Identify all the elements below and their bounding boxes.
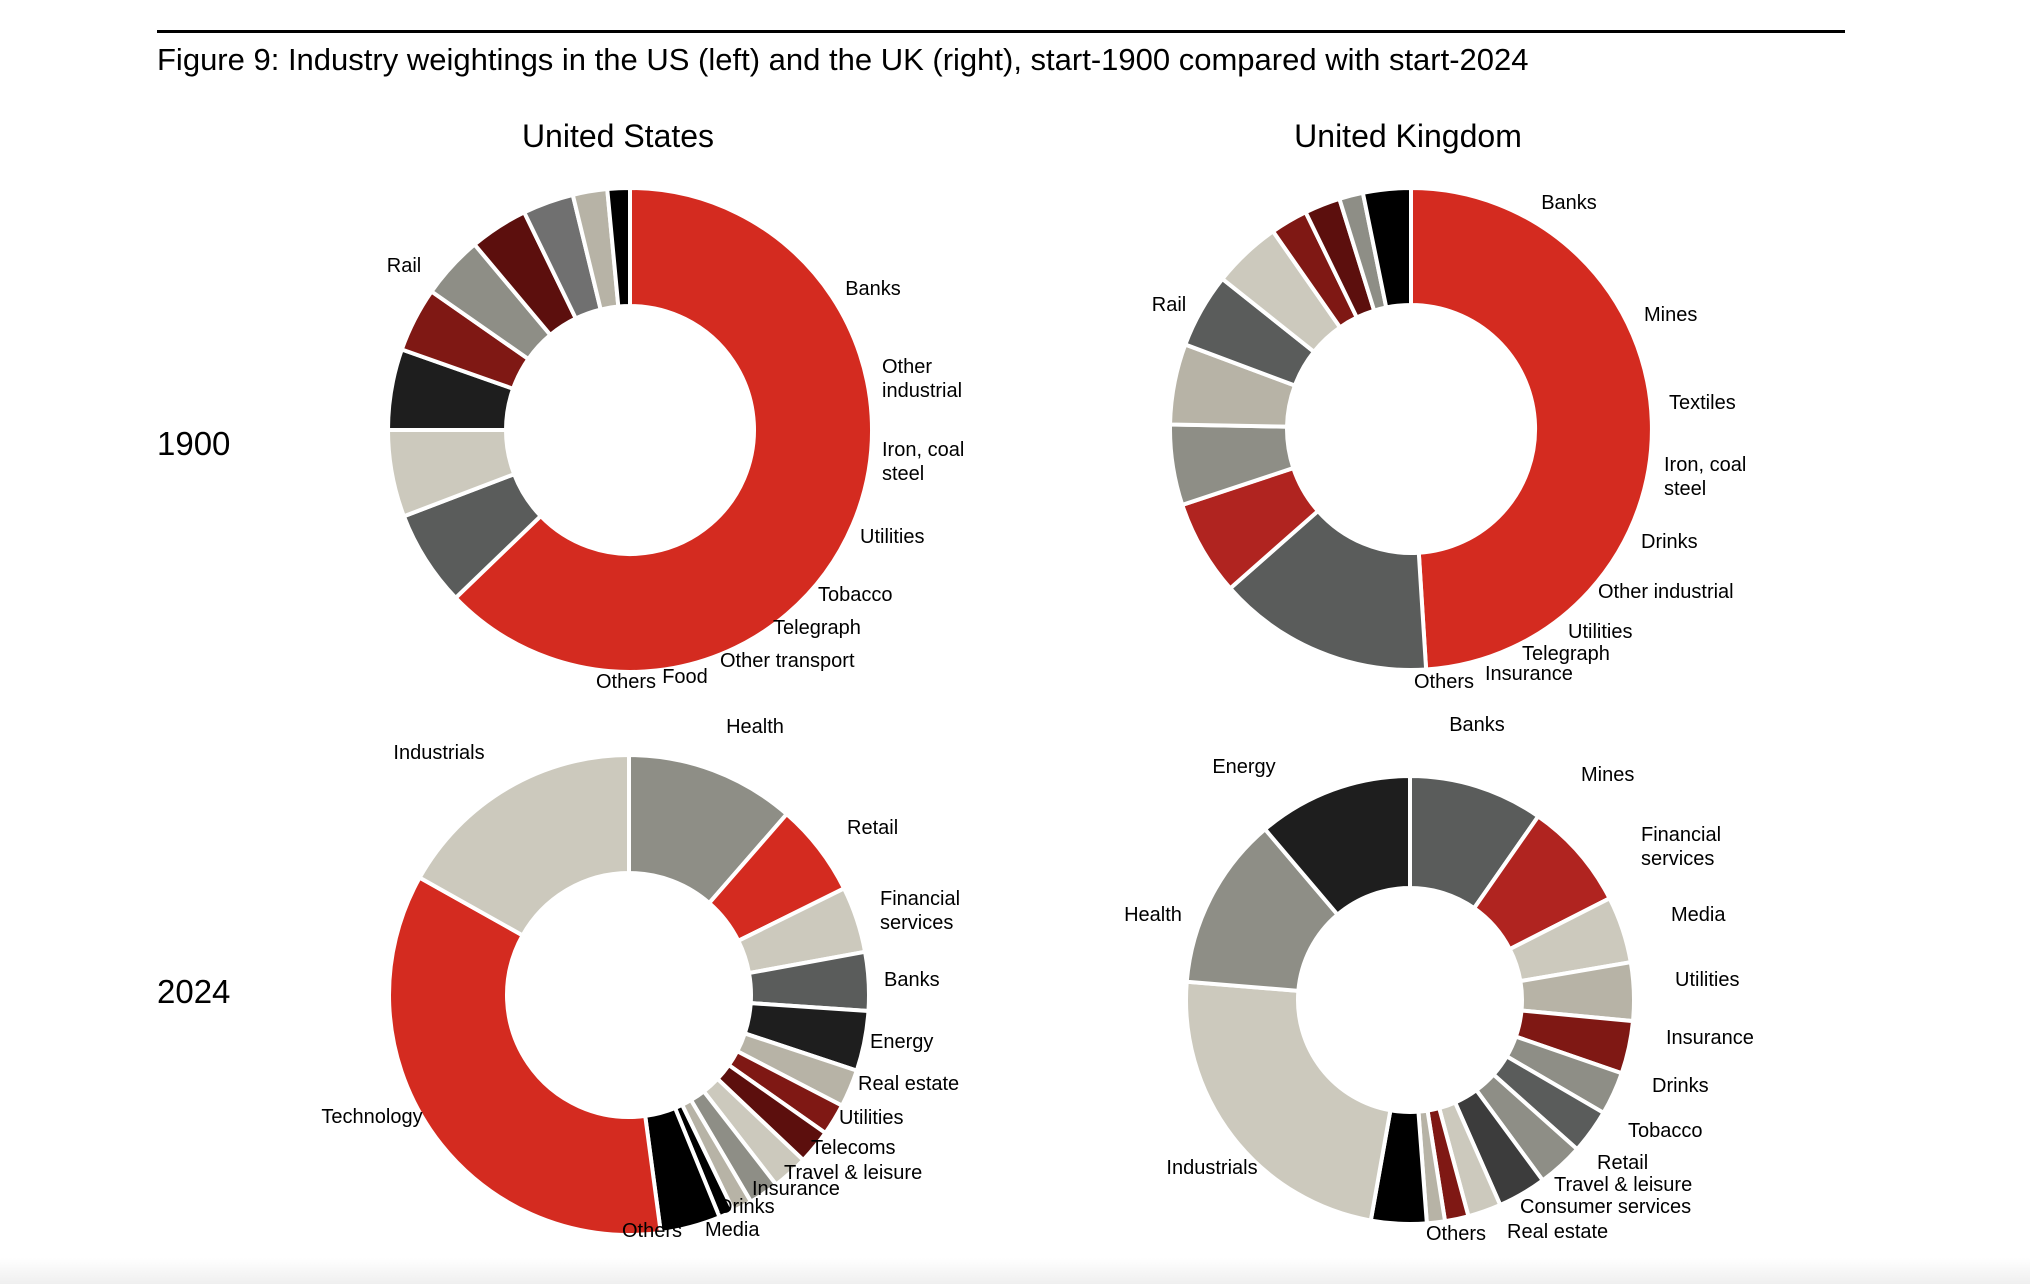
label-media: Media — [705, 1219, 760, 1241]
label-banks: Banks — [1449, 714, 1505, 736]
label-banks: Banks — [884, 969, 940, 991]
label-retail: Retail — [1597, 1152, 1648, 1174]
label-retail: Retail — [847, 817, 898, 839]
label-financial-services: Financial services — [880, 888, 960, 934]
label-iron-coal-steel: Iron, coal steel — [1664, 454, 1746, 500]
label-mines: Mines — [1644, 304, 1697, 326]
slice-others — [605, 185, 632, 309]
label-industrials: Industrials — [393, 742, 484, 764]
figure-title: Figure 9: Industry weightings in the US … — [157, 42, 1529, 77]
label-food: Food — [662, 666, 708, 688]
label-tobacco: Tobacco — [818, 584, 893, 606]
label-telegraph: Telegraph — [773, 617, 861, 639]
label-health: Health — [726, 716, 784, 738]
donut-united-states-2024: Health Retail Financial services Banks Energy… — [321, 716, 960, 1242]
label-telecoms: Telecoms — [811, 1137, 895, 1159]
slice-health — [1184, 826, 1341, 994]
label-drinks: Drinks — [1652, 1075, 1709, 1097]
label-tobacco: Tobacco — [1628, 1120, 1703, 1142]
label-telegraph: Telegraph — [1522, 643, 1610, 665]
label-other-industrial: Other industrial — [882, 356, 962, 402]
column-title-uk: United Kingdom — [1294, 118, 1522, 154]
label-energy: Energy — [1212, 756, 1275, 778]
donut-united-kingdom-2024: Banks Mines Financial services Media Utilitie… — [1124, 714, 1754, 1245]
label-technology: Technology — [321, 1106, 422, 1128]
label-others: Others — [1426, 1223, 1486, 1245]
label-industrials: Industrials — [1166, 1157, 1257, 1179]
label-banks: Banks — [845, 278, 901, 300]
label-other-transport: Other transport — [720, 650, 855, 672]
label-health: Health — [1124, 904, 1182, 926]
label-other-industrial: Other industrial — [1598, 581, 1734, 603]
label-real-estate: Real estate — [1507, 1221, 1608, 1243]
label-rail: Rail — [1152, 294, 1186, 316]
label-financial-services: Financial services — [1641, 824, 1721, 870]
slice-industrials — [1184, 979, 1393, 1223]
label-others: Others — [1414, 671, 1474, 693]
label-others: Others — [622, 1220, 682, 1242]
label-insurance: Insurance — [752, 1178, 840, 1200]
label-banks: Banks — [1541, 192, 1597, 214]
row-label-2024: 2024 — [157, 973, 231, 1010]
label-media: Media — [1671, 904, 1726, 926]
label-utilities: Utilities — [839, 1107, 903, 1129]
slice-rail — [452, 185, 874, 674]
slice-industrials — [416, 752, 631, 939]
label-rail: Rail — [387, 255, 421, 277]
label-real-estate: Real estate — [858, 1073, 959, 1095]
label-energy: Energy — [870, 1031, 933, 1053]
label-iron-coal-steel: Iron, coal steel — [882, 439, 964, 485]
slice-energy — [1262, 773, 1412, 918]
row-label-1900: 1900 — [157, 425, 231, 462]
label-insurance: Insurance — [1666, 1027, 1754, 1049]
donut-united-kingdom-1900: Rail Banks Mines Textiles Iron, coal steel Dri… — [1152, 185, 1746, 693]
label-travel-leisure: Travel & leisure — [1554, 1174, 1692, 1196]
label-drinks: Drinks — [1641, 531, 1698, 553]
label-utilities: Utilities — [860, 526, 924, 548]
slice-technology — [387, 874, 664, 1237]
label-textiles: Textiles — [1669, 392, 1736, 414]
label-utilities: Utilities — [1675, 969, 1739, 991]
label-travel-leisure: Travel & leisure — [784, 1162, 922, 1184]
column-title-us: United States — [521, 118, 715, 154]
label-drinks: Drinks — [718, 1196, 775, 1218]
slice-others — [1360, 185, 1413, 310]
label-mines: Mines — [1581, 764, 1634, 786]
label-others: Others — [596, 671, 656, 693]
label-utilities: Utilities — [1568, 621, 1632, 643]
bottom-fade — [0, 1258, 2030, 1284]
donut-united-states-1900: Rail Banks Other industrial Iron, coal steel U… — [385, 185, 964, 693]
top-rule — [157, 30, 1845, 33]
label-insurance: Insurance — [1485, 663, 1573, 685]
label-consumer-services: Consumer services — [1520, 1196, 1691, 1218]
slice-rail — [1409, 185, 1654, 672]
